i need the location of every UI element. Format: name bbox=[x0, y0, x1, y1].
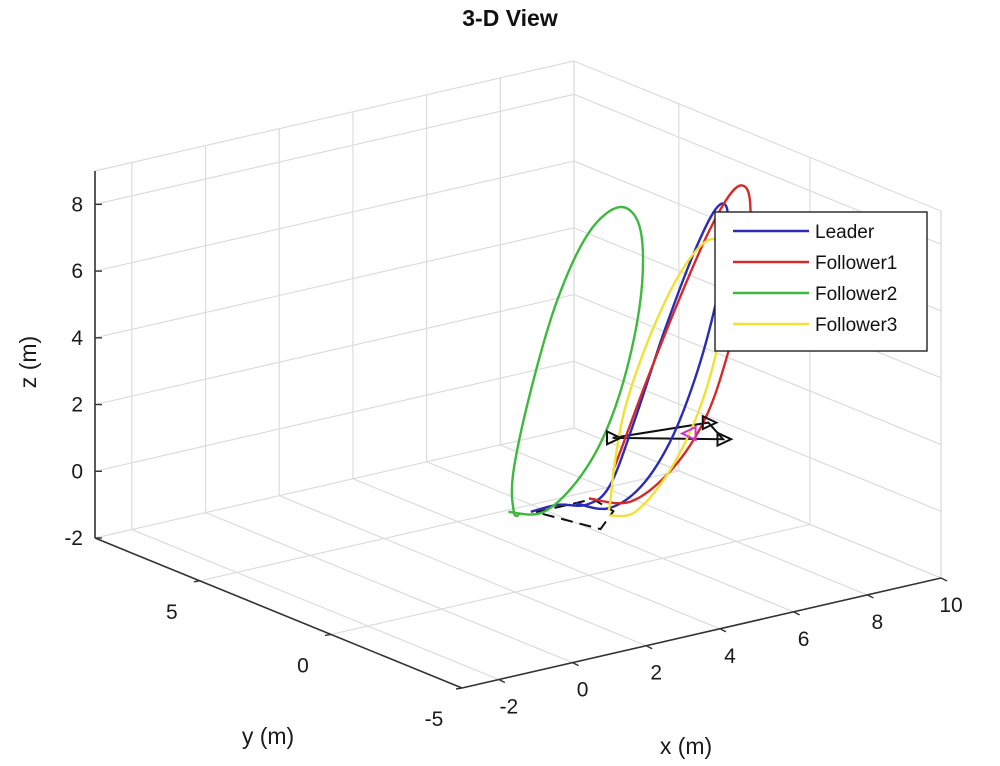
x-tick-mark bbox=[793, 611, 800, 616]
legend-label: Follower1 bbox=[815, 253, 897, 274]
floor-grid-line bbox=[352, 478, 721, 630]
agent-marker bbox=[716, 431, 734, 448]
box-edge bbox=[573, 60, 942, 212]
series-line-leader bbox=[530, 202, 730, 513]
floor-grid-line bbox=[131, 528, 500, 681]
floor-grid-line bbox=[426, 461, 794, 613]
back-wall-grid-line bbox=[94, 427, 575, 539]
agent-marker bbox=[606, 429, 623, 446]
x-tick-label: 6 bbox=[798, 628, 810, 651]
y-tick-mark bbox=[455, 687, 463, 690]
x-tick-mark bbox=[498, 678, 506, 684]
side-wall-grid-line bbox=[573, 427, 942, 579]
chart-title: 3-D View bbox=[462, 5, 558, 31]
legend-box bbox=[714, 211, 928, 352]
floor-grid-line bbox=[279, 495, 647, 647]
y-tick-mark bbox=[193, 580, 200, 583]
x-tick-label: -2 bbox=[500, 696, 519, 719]
z-tick-label: 0 bbox=[71, 460, 83, 483]
floor-grid-line bbox=[199, 470, 679, 582]
grid-layer bbox=[94, 60, 942, 689]
x-tick-label: 4 bbox=[724, 645, 736, 668]
back-wall-grid-line bbox=[94, 293, 575, 406]
back-wall-grid-line bbox=[94, 227, 575, 339]
box-edge bbox=[94, 60, 575, 172]
side-wall-grid-line bbox=[573, 293, 942, 446]
x-tick-mark bbox=[940, 577, 948, 582]
agent-marker bbox=[701, 414, 719, 431]
legend-label: Follower2 bbox=[815, 284, 897, 305]
y-axis-line bbox=[94, 537, 463, 689]
z-tick-label: 4 bbox=[71, 327, 83, 350]
back-wall-grid-line bbox=[94, 160, 575, 272]
side-wall-grid-line bbox=[573, 360, 942, 512]
z-tick-label: 2 bbox=[71, 394, 83, 417]
axis-layer: -2 0 2 4 6 8 10 -5 0 5 -2 0 2 4 6 8 bbox=[64, 171, 963, 731]
x-tick-mark bbox=[645, 645, 653, 650]
z-tick-label: 6 bbox=[71, 260, 83, 283]
series-line-follower3 bbox=[607, 237, 729, 518]
y-tick-label: 0 bbox=[297, 654, 309, 677]
x-axis-line bbox=[461, 577, 942, 689]
z-tick-label: -2 bbox=[64, 527, 83, 550]
floor-grid-line bbox=[500, 444, 868, 596]
x-tick-mark bbox=[572, 661, 579, 667]
z-axis-label: z (m) bbox=[15, 336, 41, 388]
x-tick-mark bbox=[719, 628, 727, 633]
series-layer bbox=[508, 184, 752, 531]
x-tick-label: 8 bbox=[871, 611, 883, 634]
floor-grid-line bbox=[330, 523, 811, 636]
y-tick-label: 5 bbox=[166, 601, 178, 624]
y-tick-mark bbox=[324, 633, 332, 637]
floor-grid-line bbox=[205, 512, 573, 664]
current-formation-line bbox=[612, 421, 726, 441]
x-tick-mark bbox=[866, 594, 874, 599]
x-axis-label: x (m) bbox=[660, 733, 712, 759]
legend-label: Leader bbox=[815, 222, 875, 243]
series-line-follower1 bbox=[588, 184, 752, 505]
back-wall-grid-line bbox=[94, 93, 575, 205]
x-tick-label: 2 bbox=[650, 662, 662, 685]
y-axis-label: y (m) bbox=[242, 723, 294, 749]
legend-label: Follower3 bbox=[815, 315, 897, 336]
z-tick-label: 8 bbox=[71, 193, 83, 216]
series-line-follower2 bbox=[508, 205, 645, 518]
initial-formation-line bbox=[535, 498, 615, 531]
legend: Leader Follower1 Follower2 Follower3 bbox=[714, 211, 928, 352]
x-tick-label: 0 bbox=[577, 679, 589, 702]
x-tick-label: 10 bbox=[939, 594, 962, 617]
y-tick-label: -5 bbox=[425, 708, 444, 731]
back-wall-grid-line bbox=[94, 360, 575, 472]
agent-marker bbox=[679, 425, 697, 442]
